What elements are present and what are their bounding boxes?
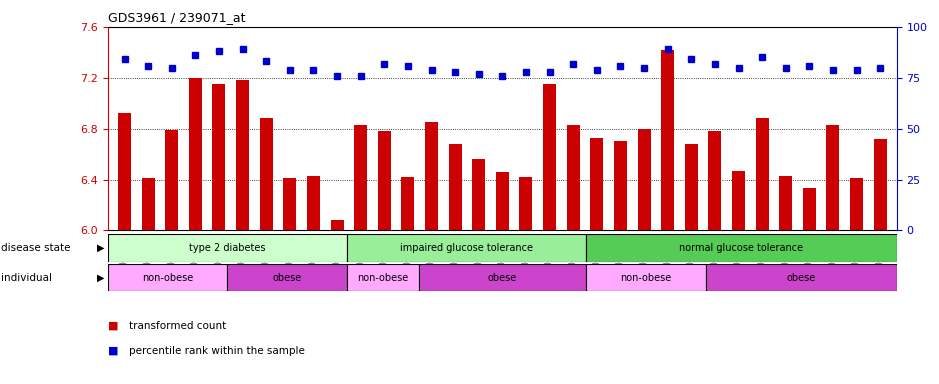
Bar: [284, 178, 297, 230]
Bar: [347, 234, 586, 262]
Bar: [850, 178, 863, 230]
Bar: [779, 176, 793, 230]
Bar: [826, 125, 839, 230]
Bar: [586, 234, 897, 262]
Text: GDS3961 / 239071_at: GDS3961 / 239071_at: [108, 11, 245, 24]
Bar: [803, 189, 816, 230]
Bar: [661, 50, 674, 230]
Bar: [543, 84, 556, 230]
Bar: [449, 144, 462, 230]
Text: ■: ■: [108, 346, 118, 356]
Bar: [165, 130, 178, 230]
Text: non-obese: non-obese: [142, 273, 193, 283]
Bar: [212, 84, 225, 230]
Bar: [236, 80, 249, 230]
Bar: [331, 220, 344, 230]
Bar: [705, 264, 897, 291]
Text: disease state: disease state: [1, 243, 70, 253]
Bar: [401, 177, 414, 230]
Bar: [472, 159, 485, 230]
Text: normal glucose tolerance: normal glucose tolerance: [679, 243, 804, 253]
Bar: [756, 119, 769, 230]
Text: non-obese: non-obese: [620, 273, 671, 283]
Bar: [419, 264, 586, 291]
Bar: [260, 119, 272, 230]
Bar: [108, 264, 227, 291]
Bar: [377, 131, 391, 230]
Text: obese: obese: [487, 273, 517, 283]
Text: individual: individual: [1, 273, 52, 283]
Text: ■: ■: [108, 321, 118, 331]
Text: ▶: ▶: [97, 273, 104, 283]
Text: impaired glucose tolerance: impaired glucose tolerance: [400, 243, 533, 253]
Bar: [118, 113, 131, 230]
Text: obese: obese: [272, 273, 301, 283]
Text: ▶: ▶: [97, 243, 104, 253]
Bar: [638, 129, 651, 230]
Text: percentile rank within the sample: percentile rank within the sample: [129, 346, 304, 356]
Bar: [496, 172, 509, 230]
Text: transformed count: transformed count: [129, 321, 226, 331]
Bar: [307, 176, 320, 230]
Bar: [354, 125, 367, 230]
Bar: [425, 122, 438, 230]
Text: obese: obese: [787, 273, 816, 283]
Bar: [519, 177, 532, 230]
Bar: [567, 125, 579, 230]
Bar: [708, 131, 721, 230]
Bar: [732, 170, 745, 230]
Bar: [685, 144, 698, 230]
Bar: [873, 139, 886, 230]
Bar: [227, 264, 347, 291]
Bar: [142, 178, 155, 230]
Bar: [586, 264, 705, 291]
Bar: [614, 141, 627, 230]
Bar: [189, 78, 202, 230]
Text: type 2 diabetes: type 2 diabetes: [190, 243, 266, 253]
Text: non-obese: non-obese: [357, 273, 408, 283]
Bar: [108, 234, 347, 262]
Bar: [591, 137, 604, 230]
Bar: [347, 264, 419, 291]
